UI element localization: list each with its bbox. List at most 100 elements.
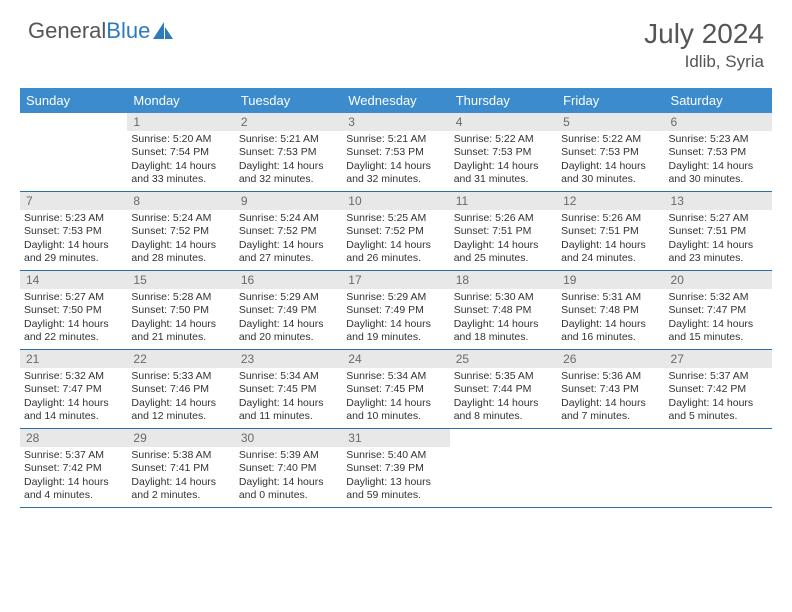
day-body: Sunrise: 5:29 AMSunset: 7:49 PMDaylight:… [235, 289, 342, 349]
day-body: Sunrise: 5:31 AMSunset: 7:48 PMDaylight:… [557, 289, 664, 349]
week-row: 28Sunrise: 5:37 AMSunset: 7:42 PMDayligh… [20, 429, 772, 508]
day-cell: 8Sunrise: 5:24 AMSunset: 7:52 PMDaylight… [127, 192, 234, 270]
daylight-text: Daylight: 14 hours and 14 minutes. [24, 397, 123, 424]
sunrise-text: Sunrise: 5:30 AM [454, 291, 553, 304]
day-number [557, 429, 664, 447]
daylight-text: Daylight: 14 hours and 22 minutes. [24, 318, 123, 345]
sunset-text: Sunset: 7:54 PM [131, 146, 230, 159]
sunset-text: Sunset: 7:48 PM [561, 304, 660, 317]
day-number: 12 [557, 192, 664, 210]
day-number: 11 [450, 192, 557, 210]
sunset-text: Sunset: 7:51 PM [669, 225, 768, 238]
day-cell: 18Sunrise: 5:30 AMSunset: 7:48 PMDayligh… [450, 271, 557, 349]
sunrise-text: Sunrise: 5:29 AM [346, 291, 445, 304]
day-number: 28 [20, 429, 127, 447]
day-body: Sunrise: 5:39 AMSunset: 7:40 PMDaylight:… [235, 447, 342, 507]
daylight-text: Daylight: 14 hours and 16 minutes. [561, 318, 660, 345]
day-number: 3 [342, 113, 449, 131]
sunrise-text: Sunrise: 5:22 AM [561, 133, 660, 146]
day-number: 7 [20, 192, 127, 210]
day-number: 2 [235, 113, 342, 131]
sunset-text: Sunset: 7:53 PM [346, 146, 445, 159]
day-cell: 23Sunrise: 5:34 AMSunset: 7:45 PMDayligh… [235, 350, 342, 428]
daylight-text: Daylight: 14 hours and 33 minutes. [131, 160, 230, 187]
dow-thursday: Thursday [450, 88, 557, 113]
day-number: 6 [665, 113, 772, 131]
day-number: 30 [235, 429, 342, 447]
sunrise-text: Sunrise: 5:24 AM [239, 212, 338, 225]
page-title: July 2024 [644, 18, 764, 50]
day-body: Sunrise: 5:30 AMSunset: 7:48 PMDaylight:… [450, 289, 557, 349]
sunrise-text: Sunrise: 5:29 AM [239, 291, 338, 304]
sunrise-text: Sunrise: 5:22 AM [454, 133, 553, 146]
sunrise-text: Sunrise: 5:23 AM [24, 212, 123, 225]
sunrise-text: Sunrise: 5:26 AM [561, 212, 660, 225]
day-number: 18 [450, 271, 557, 289]
day-cell: 15Sunrise: 5:28 AMSunset: 7:50 PMDayligh… [127, 271, 234, 349]
day-body: Sunrise: 5:27 AMSunset: 7:51 PMDaylight:… [665, 210, 772, 270]
day-body: Sunrise: 5:22 AMSunset: 7:53 PMDaylight:… [557, 131, 664, 191]
day-number: 20 [665, 271, 772, 289]
brand-text-1: General [28, 18, 106, 44]
sunrise-text: Sunrise: 5:37 AM [24, 449, 123, 462]
day-cell: 2Sunrise: 5:21 AMSunset: 7:53 PMDaylight… [235, 113, 342, 191]
day-cell [450, 429, 557, 507]
day-number: 10 [342, 192, 449, 210]
day-body: Sunrise: 5:28 AMSunset: 7:50 PMDaylight:… [127, 289, 234, 349]
daylight-text: Daylight: 13 hours and 59 minutes. [346, 476, 445, 503]
day-body: Sunrise: 5:37 AMSunset: 7:42 PMDaylight:… [20, 447, 127, 507]
day-body: Sunrise: 5:29 AMSunset: 7:49 PMDaylight:… [342, 289, 449, 349]
sunrise-text: Sunrise: 5:27 AM [669, 212, 768, 225]
sunrise-text: Sunrise: 5:25 AM [346, 212, 445, 225]
day-cell: 13Sunrise: 5:27 AMSunset: 7:51 PMDayligh… [665, 192, 772, 270]
day-cell: 5Sunrise: 5:22 AMSunset: 7:53 PMDaylight… [557, 113, 664, 191]
day-number: 9 [235, 192, 342, 210]
day-body: Sunrise: 5:25 AMSunset: 7:52 PMDaylight:… [342, 210, 449, 270]
day-cell: 4Sunrise: 5:22 AMSunset: 7:53 PMDaylight… [450, 113, 557, 191]
sunset-text: Sunset: 7:49 PM [239, 304, 338, 317]
day-body: Sunrise: 5:22 AMSunset: 7:53 PMDaylight:… [450, 131, 557, 191]
sunrise-text: Sunrise: 5:34 AM [239, 370, 338, 383]
sunrise-text: Sunrise: 5:37 AM [669, 370, 768, 383]
day-number: 25 [450, 350, 557, 368]
day-number: 1 [127, 113, 234, 131]
dow-wednesday: Wednesday [342, 88, 449, 113]
day-cell: 24Sunrise: 5:34 AMSunset: 7:45 PMDayligh… [342, 350, 449, 428]
daylight-text: Daylight: 14 hours and 20 minutes. [239, 318, 338, 345]
daylight-text: Daylight: 14 hours and 4 minutes. [24, 476, 123, 503]
sunrise-text: Sunrise: 5:35 AM [454, 370, 553, 383]
sunset-text: Sunset: 7:46 PM [131, 383, 230, 396]
sunrise-text: Sunrise: 5:27 AM [24, 291, 123, 304]
day-cell: 30Sunrise: 5:39 AMSunset: 7:40 PMDayligh… [235, 429, 342, 507]
daylight-text: Daylight: 14 hours and 32 minutes. [346, 160, 445, 187]
sunrise-text: Sunrise: 5:40 AM [346, 449, 445, 462]
day-cell: 6Sunrise: 5:23 AMSunset: 7:53 PMDaylight… [665, 113, 772, 191]
sunset-text: Sunset: 7:53 PM [454, 146, 553, 159]
sunset-text: Sunset: 7:43 PM [561, 383, 660, 396]
day-body: Sunrise: 5:33 AMSunset: 7:46 PMDaylight:… [127, 368, 234, 428]
day-number [665, 429, 772, 447]
day-cell: 25Sunrise: 5:35 AMSunset: 7:44 PMDayligh… [450, 350, 557, 428]
day-number: 26 [557, 350, 664, 368]
daylight-text: Daylight: 14 hours and 32 minutes. [239, 160, 338, 187]
sail-icon [152, 21, 174, 41]
day-cell: 1Sunrise: 5:20 AMSunset: 7:54 PMDaylight… [127, 113, 234, 191]
day-number: 16 [235, 271, 342, 289]
day-body: Sunrise: 5:32 AMSunset: 7:47 PMDaylight:… [665, 289, 772, 349]
title-block: July 2024 Idlib, Syria [644, 18, 764, 72]
sunset-text: Sunset: 7:50 PM [131, 304, 230, 317]
day-number: 15 [127, 271, 234, 289]
brand-logo: GeneralBlue [28, 18, 174, 44]
day-cell: 11Sunrise: 5:26 AMSunset: 7:51 PMDayligh… [450, 192, 557, 270]
day-cell: 29Sunrise: 5:38 AMSunset: 7:41 PMDayligh… [127, 429, 234, 507]
sunset-text: Sunset: 7:42 PM [669, 383, 768, 396]
sunrise-text: Sunrise: 5:24 AM [131, 212, 230, 225]
dow-monday: Monday [127, 88, 234, 113]
sunrise-text: Sunrise: 5:39 AM [239, 449, 338, 462]
day-cell: 31Sunrise: 5:40 AMSunset: 7:39 PMDayligh… [342, 429, 449, 507]
day-body: Sunrise: 5:24 AMSunset: 7:52 PMDaylight:… [235, 210, 342, 270]
week-row: 21Sunrise: 5:32 AMSunset: 7:47 PMDayligh… [20, 350, 772, 429]
daylight-text: Daylight: 14 hours and 19 minutes. [346, 318, 445, 345]
sunset-text: Sunset: 7:53 PM [561, 146, 660, 159]
day-body: Sunrise: 5:23 AMSunset: 7:53 PMDaylight:… [20, 210, 127, 270]
